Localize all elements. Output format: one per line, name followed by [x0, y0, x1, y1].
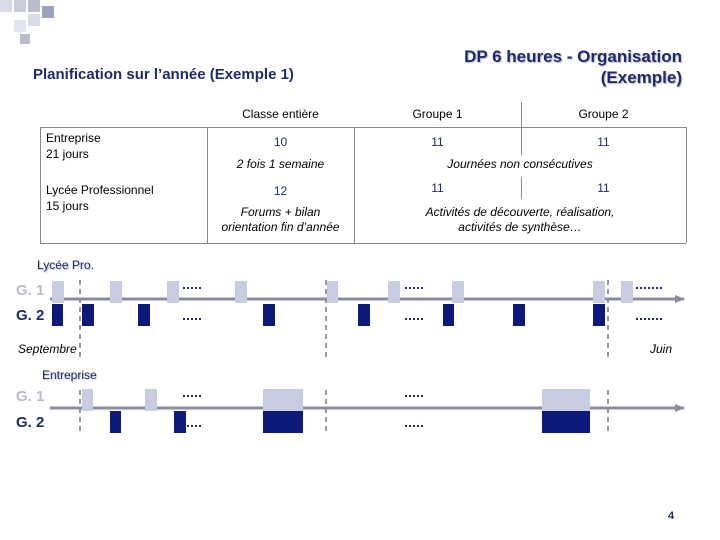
- school-g1-block: [327, 281, 338, 303]
- school-timeline: [50, 280, 685, 360]
- school-g1-block: [452, 281, 464, 303]
- company-g1-block: [145, 389, 157, 411]
- row-label-company-days: 21 jours: [46, 147, 89, 161]
- row2-note-groups: Activités de découverte, réalisation, ac…: [354, 205, 686, 235]
- row1-value-group-1: 11: [431, 135, 444, 149]
- row2-note-whole-class-line-1: Forums + bilan: [240, 205, 321, 219]
- row1-note-whole-class: 2 fois 1 semaine: [236, 157, 325, 171]
- start-month-label: Septembre: [18, 342, 77, 356]
- school-g2-block: [263, 304, 275, 326]
- slide-title: DP 6 heures - Organisation (Exemple): [464, 46, 682, 88]
- school-g1-label: G. 1: [16, 282, 45, 299]
- slide-title-line-2: (Exemple): [600, 68, 682, 87]
- company-g2-block: [174, 411, 186, 433]
- header-whole-class: Classe entière: [242, 107, 319, 121]
- header-group-1: Groupe 1: [412, 107, 463, 121]
- company-timeline: [50, 389, 685, 433]
- row1-value-group-2: 11: [597, 135, 610, 149]
- school-g1-block: [167, 281, 179, 303]
- page-number: 4: [668, 510, 675, 522]
- company-g2-block: [263, 411, 303, 433]
- row-label-school-days: 15 jours: [46, 199, 89, 213]
- page-title: Planification sur l’année (Exemple 1): [33, 66, 294, 83]
- school-g2-block: [513, 304, 525, 326]
- school-g1-block: [388, 281, 400, 303]
- table-right-rule: [686, 127, 687, 243]
- school-g2-block: [82, 304, 94, 326]
- school-g2-block: [138, 304, 150, 326]
- school-g2-label: G. 2: [16, 307, 45, 324]
- row2-note-groups-line-2: activités de synthèse…: [458, 220, 582, 234]
- row-label-school-name: Lycée Professionnel: [46, 183, 154, 197]
- slide-title-line-1: DP 6 heures - Organisation: [464, 47, 682, 66]
- company-g2-block: [110, 411, 121, 433]
- table-group-rule: [354, 127, 355, 243]
- school-g2-block: [52, 304, 63, 326]
- table-row2-rule: [521, 177, 522, 199]
- school-g1-block: [52, 281, 64, 303]
- end-month-label: Juin: [650, 342, 673, 356]
- section-label-company: Entreprise: [42, 368, 97, 382]
- company-g1-label: G. 1: [16, 388, 45, 405]
- school-g1-block: [110, 281, 122, 303]
- row1-value-whole-class: 10: [273, 135, 288, 149]
- school-g2-block: [443, 304, 454, 326]
- row-label-school: Lycée Professionnel 15 jours: [46, 182, 154, 214]
- row-label-company-name: Entreprise: [46, 131, 101, 145]
- row2-note-groups-line-1: Activités de découverte, réalisation,: [425, 205, 615, 219]
- school-g1-block: [593, 281, 605, 303]
- table-top-rule: [40, 127, 686, 128]
- school-g2-block: [593, 304, 605, 326]
- table-left-rule: [40, 127, 41, 243]
- company-g2-label: G. 2: [16, 414, 45, 431]
- row2-note-whole-class-line-2: orientation fin d’année: [221, 220, 340, 234]
- header-group-2: Groupe 2: [578, 107, 629, 121]
- section-label-school: Lycée Pro.: [37, 258, 94, 272]
- company-g2-block: [542, 411, 590, 433]
- school-g1-block: [621, 281, 633, 303]
- table-mid-rule: [207, 127, 208, 243]
- row1-note-groups: Journées non consécutives: [447, 157, 593, 171]
- row2-value-whole-class: 12: [273, 184, 288, 198]
- school-g1-block: [235, 281, 247, 303]
- table-bottom-rule: [40, 243, 686, 244]
- company-g1-block: [542, 389, 590, 411]
- row2-value-group-2: 11: [597, 181, 610, 195]
- row2-value-group-1: 11: [431, 181, 444, 195]
- company-g1-block: [82, 389, 93, 411]
- corner-decoration: [0, 0, 60, 48]
- table-header-rule: [521, 102, 522, 155]
- row-label-company: Entreprise 21 jours: [46, 130, 101, 162]
- school-g2-block: [358, 304, 370, 326]
- row2-note-whole-class: Forums + bilan orientation fin d’année: [207, 205, 354, 235]
- company-g1-block: [263, 389, 303, 411]
